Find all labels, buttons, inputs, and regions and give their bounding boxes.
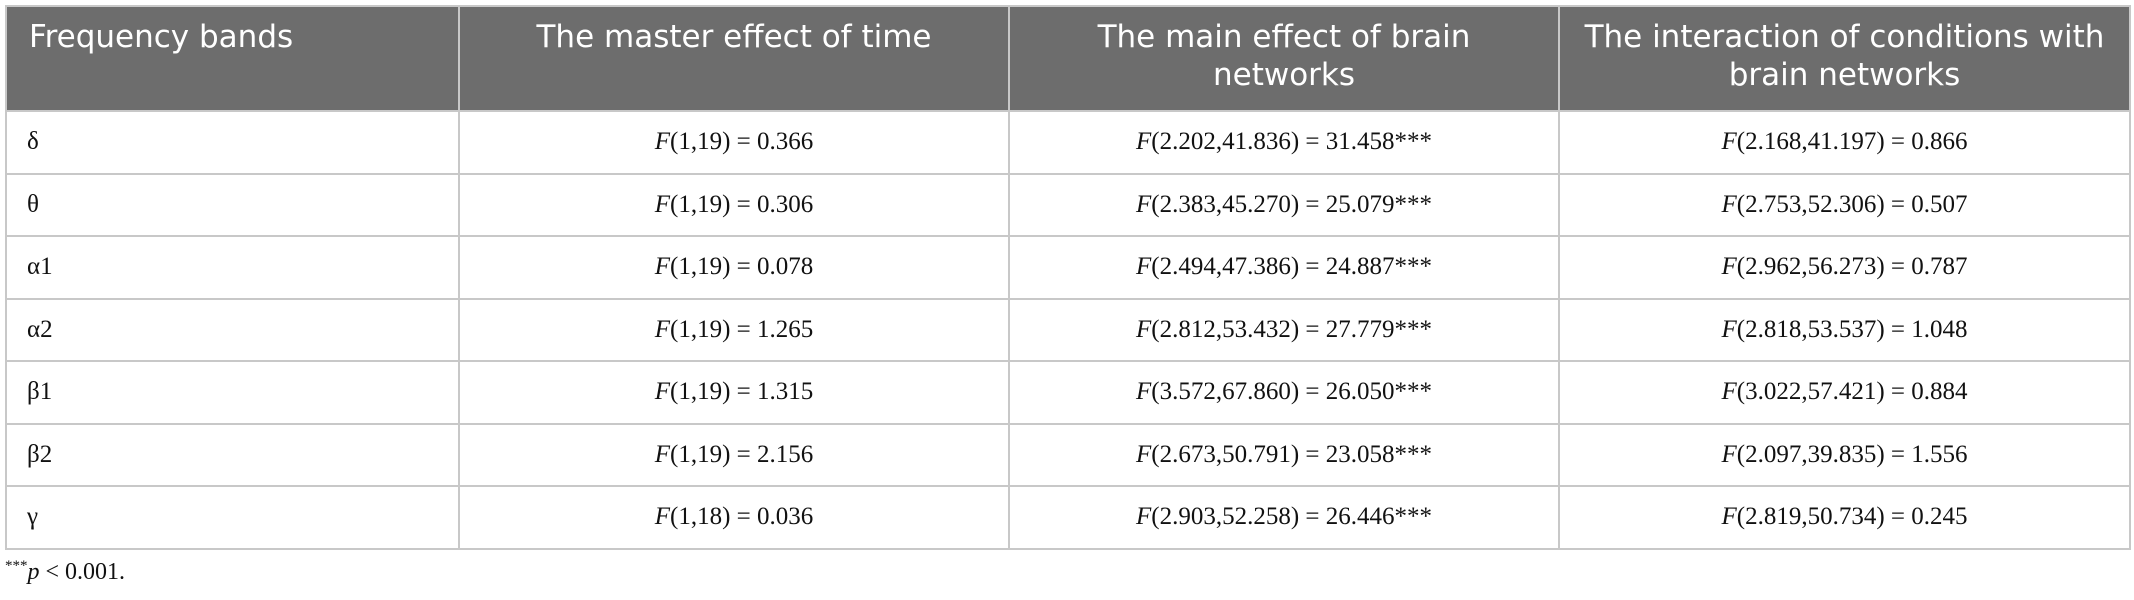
f-statistic-symbol: F [654, 315, 671, 343]
table-row: δ F(1,19) = 0.366 F(2.202,41.836) = 31.458… [5, 110, 2131, 175]
cell-interaction: F(2.962,56.273) = 0.787 [1558, 235, 2131, 300]
f-statistic-value: (2.168,41.197) = 0.866 [1736, 128, 1968, 156]
f-statistic-symbol: F [1135, 440, 1152, 468]
f-statistic-symbol: F [654, 440, 671, 468]
f-statistic-symbol: F [1135, 128, 1152, 156]
f-statistic-value: (2.494,47.386) = 24.887*** [1151, 253, 1433, 281]
cell-time-effect: F(1,19) = 0.366 [458, 110, 1010, 175]
header-interaction: The interaction of conditions with brain… [1558, 5, 2131, 112]
table-row: θ F(1,19) = 0.306 F(2.383,45.270) = 25.079… [5, 172, 2131, 237]
table-body: δ F(1,19) = 0.366 F(2.202,41.836) = 31.458… [5, 110, 2131, 550]
cell-interaction: F(2.753,52.306) = 0.507 [1558, 172, 2131, 237]
f-statistic-value: (2.383,45.270) = 25.079*** [1151, 190, 1433, 218]
f-statistic-value: (1,19) = 1.265 [670, 315, 814, 343]
cell-time-effect: F(1,18) = 0.036 [458, 485, 1010, 550]
table-row: β2 F(1,19) = 2.156 F(2.673,50.791) = 23.05… [5, 422, 2131, 487]
f-statistic-symbol: F [1135, 315, 1152, 343]
cell-network-effect: F(2.673,50.791) = 23.058*** [1008, 422, 1560, 487]
f-statistic-symbol: F [654, 190, 671, 218]
f-statistic-value: (3.022,57.421) = 0.884 [1736, 378, 1968, 406]
f-statistic-value: (2.812,53.432) = 27.779*** [1151, 315, 1433, 343]
cell-frequency-band: γ [5, 485, 460, 550]
f-statistic-symbol: F [1721, 503, 1737, 531]
cell-frequency-band: α1 [5, 235, 460, 300]
cell-time-effect: F(1,19) = 1.315 [458, 360, 1010, 425]
cell-interaction: F(2.097,39.835) = 1.556 [1558, 422, 2131, 487]
f-statistic-value: (2.962,56.273) = 0.787 [1736, 253, 1968, 281]
f-statistic-symbol: F [1135, 253, 1152, 281]
footnote-marker: *** [5, 558, 28, 574]
f-statistic-value: (1,19) = 1.315 [670, 378, 814, 406]
f-statistic-symbol: F [1135, 190, 1152, 218]
header-frequency-bands: Frequency bands [5, 5, 460, 112]
f-statistic-symbol: F [1721, 315, 1737, 343]
f-statistic-value: (3.572,67.860) = 26.050*** [1151, 378, 1433, 406]
cell-network-effect: F(2.494,47.386) = 24.887*** [1008, 235, 1560, 300]
cell-interaction: F(2.819,50.734) = 0.245 [1558, 485, 2131, 550]
cell-frequency-band: δ [5, 110, 460, 175]
table-row: α1 F(1,19) = 0.078 F(2.494,47.386) = 24.88… [5, 235, 2131, 300]
f-statistic-value: (2.903,52.258) = 26.446*** [1151, 503, 1433, 531]
cell-network-effect: F(2.383,45.270) = 25.079*** [1008, 172, 1560, 237]
f-statistic-symbol: F [1135, 378, 1152, 406]
cell-time-effect: F(1,19) = 2.156 [458, 422, 1010, 487]
f-statistic-value: (1,19) = 0.366 [670, 128, 814, 156]
cell-frequency-band: α2 [5, 297, 460, 362]
f-statistic-value: (1,19) = 2.156 [670, 440, 814, 468]
cell-time-effect: F(1,19) = 0.078 [458, 235, 1010, 300]
table-row: β1 F(1,19) = 1.315 F(3.572,67.860) = 26.05… [5, 360, 2131, 425]
cell-frequency-band: β1 [5, 360, 460, 425]
cell-network-effect: F(3.572,67.860) = 26.050*** [1008, 360, 1560, 425]
f-statistic-symbol: F [1721, 378, 1737, 406]
cell-interaction: F(2.168,41.197) = 0.866 [1558, 110, 2131, 175]
f-statistic-symbol: F [1721, 440, 1737, 468]
footnote-symbol: p [27, 559, 40, 585]
f-statistic-symbol: F [654, 128, 671, 156]
f-statistic-value: (2.673,50.791) = 23.058*** [1151, 440, 1433, 468]
footnote: ***p < 0.001. [5, 558, 125, 586]
cell-time-effect: F(1,19) = 1.265 [458, 297, 1010, 362]
cell-network-effect: F(2.202,41.836) = 31.458*** [1008, 110, 1560, 175]
cell-interaction: F(3.022,57.421) = 0.884 [1558, 360, 2131, 425]
cell-network-effect: F(2.903,52.258) = 26.446*** [1008, 485, 1560, 550]
f-statistic-value: (2.202,41.836) = 31.458*** [1151, 128, 1433, 156]
f-statistic-symbol: F [654, 378, 671, 406]
f-statistic-value: (2.097,39.835) = 1.556 [1736, 440, 1968, 468]
cell-frequency-band: θ [5, 172, 460, 237]
cell-interaction: F(2.818,53.537) = 1.048 [1558, 297, 2131, 362]
f-statistic-value: (1,19) = 0.078 [670, 253, 814, 281]
cell-frequency-band: β2 [5, 422, 460, 487]
table-row: γ F(1,18) = 0.036 F(2.903,52.258) = 26.446… [5, 485, 2131, 550]
f-statistic-symbol: F [1721, 128, 1737, 156]
f-statistic-value: (2.753,52.306) = 0.507 [1736, 190, 1968, 218]
f-statistic-symbol: F [1135, 503, 1152, 531]
table-row: α2 F(1,19) = 1.265 F(2.812,53.432) = 27.77… [5, 297, 2131, 362]
f-statistic-value: (1,18) = 0.036 [670, 503, 814, 531]
f-statistic-value: (2.819,50.734) = 0.245 [1736, 503, 1968, 531]
f-statistic-symbol: F [654, 253, 671, 281]
header-main-effect-networks: The main effect of brain networks [1008, 5, 1560, 112]
f-statistic-symbol: F [1721, 253, 1737, 281]
f-statistic-symbol: F [654, 503, 671, 531]
f-statistic-value: (2.818,53.537) = 1.048 [1736, 315, 1968, 343]
cell-time-effect: F(1,19) = 0.306 [458, 172, 1010, 237]
results-table: Frequency bands The master effect of tim… [5, 5, 2131, 550]
header-master-effect-time: The master effect of time [458, 5, 1010, 112]
cell-network-effect: F(2.812,53.432) = 27.779*** [1008, 297, 1560, 362]
f-statistic-symbol: F [1721, 190, 1737, 218]
header-row: Frequency bands The master effect of tim… [5, 5, 2131, 112]
f-statistic-value: (1,19) = 0.306 [670, 190, 814, 218]
footnote-text: < 0.001. [39, 559, 126, 585]
